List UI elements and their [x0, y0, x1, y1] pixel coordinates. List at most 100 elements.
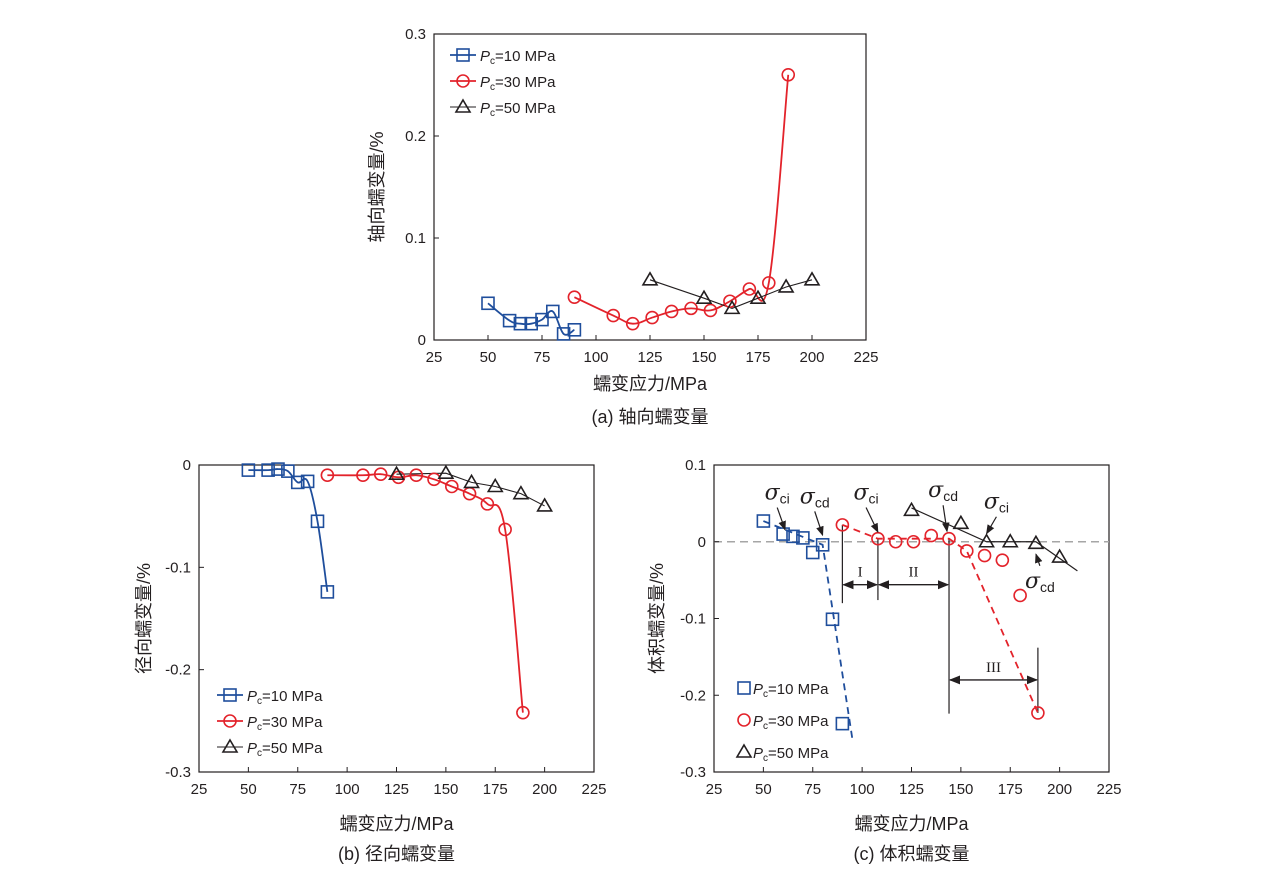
data-point: [781, 68, 796, 82]
data-point: [545, 304, 560, 319]
legend-marker: [737, 681, 751, 695]
annotation-subscript: ci: [780, 491, 790, 507]
data-point: [777, 278, 795, 293]
data-point: [463, 473, 480, 489]
x-tick-label: 75: [289, 781, 306, 798]
data-point: [977, 548, 992, 563]
data-point: [786, 529, 800, 544]
legend-label-rest: =50 MPa: [262, 740, 323, 757]
data-point: [749, 289, 767, 304]
x-axis-ticks: 25 50 75 100 125 150 175 200 225: [426, 335, 879, 366]
legend: Pc=10 MPa Pc =30 MPa Pc=50 MPa: [217, 688, 323, 759]
data-point: [1027, 534, 1045, 550]
data-point: [444, 479, 459, 494]
legend-label-rest: =50 MPa: [768, 745, 829, 762]
legend-marker: [456, 48, 470, 62]
data-point: [924, 528, 939, 543]
x-tick-label: 150: [433, 781, 458, 798]
legend-label-rest: =30 MPa: [495, 74, 556, 91]
x-tick-label: 200: [799, 349, 824, 366]
x-tick-label: 175: [483, 781, 508, 798]
series-line: [396, 472, 545, 507]
annotation-symbol: σ: [800, 484, 816, 509]
legend-marker: [735, 743, 753, 758]
data-point: [723, 299, 741, 315]
legend-label-main: P: [247, 740, 257, 757]
annotation-arrow: [776, 507, 786, 531]
data-point: [1031, 706, 1045, 720]
y-tick-label: 0: [183, 457, 191, 474]
data-point: [606, 308, 621, 323]
series-line: [327, 473, 524, 713]
legend-label-main: P: [480, 100, 490, 117]
data-point: [952, 514, 970, 530]
data-point: [825, 612, 840, 627]
data-point: [742, 282, 757, 296]
legend-label-sub: c: [257, 748, 262, 759]
legend-label: Pc=10 MPa: [247, 688, 323, 707]
x-tick-label: 25: [191, 781, 208, 798]
x-tick-label: 125: [637, 349, 662, 366]
data-point: [903, 501, 920, 517]
legend-marker: [221, 738, 239, 753]
x-tick-label: 125: [899, 781, 924, 798]
annotation-subscript: cd: [815, 494, 830, 510]
data-point: [409, 468, 424, 483]
y-axis-ticks: 0 0.1 0.2 0.3: [405, 26, 439, 349]
series-lines: [248, 468, 545, 713]
legend-marker: [223, 688, 237, 702]
x-tick-label: 225: [581, 781, 606, 798]
series-line: [574, 74, 790, 325]
legend-marker: [456, 74, 470, 88]
x-tick-label: 100: [335, 781, 360, 798]
data-point: [567, 322, 582, 337]
x-tick-label: 100: [850, 781, 875, 798]
y-tick-label: -0.1: [165, 559, 191, 576]
chart-caption: (b) 径向蠕变量: [338, 844, 455, 864]
data-point: [995, 553, 1010, 567]
y-tick-label: -0.2: [165, 662, 191, 679]
legend-label: Pc=50 MPa: [247, 740, 323, 759]
region-boundaries: [841, 524, 1039, 714]
annotation-symbol: σ: [1025, 569, 1041, 594]
data-point: [388, 465, 405, 481]
x-axis-title: 蠕变应力/MPa: [854, 814, 969, 834]
data-point: [815, 538, 830, 552]
legend-label-sub: c: [490, 56, 495, 67]
x-tick-label: 150: [948, 781, 973, 798]
data-point: [271, 462, 285, 476]
data-point: [567, 290, 582, 304]
y-axis-ticks: -0.3 -0.2 -0.1 0 0.1: [680, 457, 719, 781]
legend-label-rest: =10 MPa: [495, 48, 556, 65]
x-tick-label: 100: [583, 349, 608, 366]
data-point: [535, 312, 549, 327]
y-axis-title: 径向蠕变量/%: [134, 563, 154, 674]
data-point: [888, 534, 903, 549]
x-tick-label: 200: [532, 781, 557, 798]
x-tick-label: 50: [755, 781, 772, 798]
x-tick-label: 150: [691, 349, 716, 366]
annotation-symbol: σ: [928, 478, 944, 503]
data-point: [835, 518, 850, 532]
data-point: [1001, 533, 1019, 548]
data-point: [761, 276, 776, 290]
legend-label-rest: =30 MPa: [262, 714, 323, 731]
x-axis-ticks: 25 50 75 100 125 150 175 200 225: [191, 767, 607, 798]
legend-label-rest: =10 MPa: [768, 681, 829, 698]
data-point: [723, 294, 737, 309]
legend-label: Pc=10 MPa: [480, 48, 556, 67]
data-point: [835, 716, 850, 731]
legend-label: Pc=30 MPa: [753, 713, 829, 732]
data-point: [320, 585, 335, 599]
data-point: [373, 467, 388, 482]
x-tick-label: 175: [998, 781, 1023, 798]
data-point: [310, 514, 325, 529]
legend-label-sub: c: [763, 753, 768, 764]
data-point: [290, 475, 305, 490]
data-point: [625, 316, 640, 331]
data-point: [300, 474, 315, 489]
data-point: [695, 289, 713, 304]
annotation-subscript: cd: [943, 488, 958, 504]
